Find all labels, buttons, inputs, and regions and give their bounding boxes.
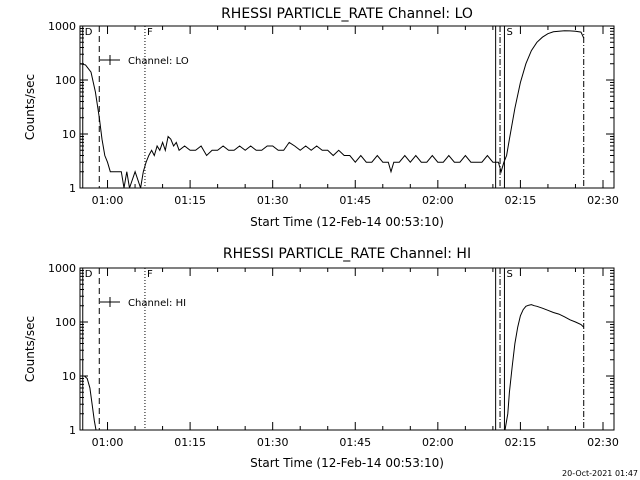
x-axis-label: Start Time (12-Feb-14 00:53:10) xyxy=(250,456,444,470)
chart-panel-lo: RHESSI PARTICLE_RATE Channel: LO Start Ti… xyxy=(23,6,619,229)
event-marker-label: F xyxy=(147,27,153,38)
x-tick-label: 01:00 xyxy=(92,194,124,207)
event-marker-label: D xyxy=(85,27,93,38)
y-tick-label: 10 xyxy=(62,370,76,383)
x-axis-label: Start Time (12-Feb-14 00:53:10) xyxy=(250,215,444,229)
y-tick-label: 1000 xyxy=(48,262,76,275)
chart-panel-hi: RHESSI PARTICLE_RATE Channel: HI Start Ti… xyxy=(23,246,619,470)
y-tick-label: 100 xyxy=(55,74,76,87)
x-tick-label: 02:30 xyxy=(587,436,619,449)
x-tick-label: 01:45 xyxy=(339,194,371,207)
x-tick-label: 02:00 xyxy=(422,194,454,207)
event-marker-label: F xyxy=(147,269,153,280)
plot-frame xyxy=(79,25,615,189)
x-tick-label: 01:00 xyxy=(92,436,124,449)
x-tick-label: 02:30 xyxy=(587,194,619,207)
legend-entry: Channel: LO xyxy=(128,56,189,67)
x-tick-label: 02:15 xyxy=(505,436,537,449)
chart-title: RHESSI PARTICLE_RATE Channel: LO xyxy=(221,6,473,22)
chart-title: RHESSI PARTICLE_RATE Channel: HI xyxy=(223,246,471,262)
plot-frame xyxy=(79,267,615,431)
x-tick-label: 02:15 xyxy=(505,194,537,207)
x-tick-label: 01:45 xyxy=(339,436,371,449)
y-tick-label: 100 xyxy=(55,316,76,329)
event-marker-label: S xyxy=(506,269,512,280)
x-tick-label: 01:15 xyxy=(174,436,206,449)
data-series-line xyxy=(80,30,585,188)
legend-entry: Channel: HI xyxy=(128,298,186,309)
x-tick-label: 01:30 xyxy=(257,436,289,449)
y-tick-label: 1 xyxy=(69,424,76,437)
y-tick-label: 1000 xyxy=(48,20,76,33)
y-axis-label: Counts/sec xyxy=(23,74,37,140)
x-tick-label: 02:00 xyxy=(422,436,454,449)
y-tick-label: 1 xyxy=(69,182,76,195)
x-tick-label: 01:30 xyxy=(257,194,289,207)
x-tick-label: 01:15 xyxy=(174,194,206,207)
event-marker-label: D xyxy=(85,269,93,280)
data-series-line xyxy=(80,304,585,430)
y-tick-label: 10 xyxy=(62,128,76,141)
y-axis-label: Counts/sec xyxy=(23,316,37,382)
event-marker-label: S xyxy=(506,27,512,38)
footer-timestamp: 20-Oct-2021 01:47 xyxy=(562,469,638,478)
